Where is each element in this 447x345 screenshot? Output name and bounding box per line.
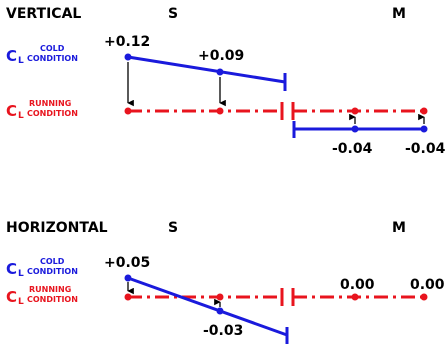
vertical-m-cold-value-2: -0.04 (405, 141, 446, 157)
vertical-running-point (216, 107, 224, 115)
horizontal-running-point (124, 293, 132, 301)
vertical-s-cold-value-2: +0.09 (198, 48, 244, 64)
running-text-2: CONDITION (27, 109, 78, 118)
cold-text-2: CONDITION (27, 267, 78, 276)
vertical-cold-point (420, 125, 428, 133)
horizontal-m-cold-value-1: 0.00 (340, 277, 375, 293)
vertical-running-point (124, 107, 132, 115)
vertical-cold-point (124, 53, 132, 61)
vertical-running-point (351, 107, 359, 115)
horizontal-cl-running-label: C L RUNNING CONDITION (6, 285, 78, 307)
vertical-s-cold-value-1: +0.12 (104, 34, 150, 50)
horizontal-cold-line-s (127, 276, 288, 337)
vertical-title: VERTICAL (6, 6, 81, 22)
cl-subscript: L (18, 111, 24, 121)
cold-text-1: COLD (40, 44, 65, 53)
horizontal-cold-point (124, 274, 132, 282)
running-text-1: RUNNING (29, 99, 71, 108)
horizontal-m-cold-value-2: 0.00 (410, 277, 445, 293)
vertical-running-point (420, 107, 428, 115)
cl-symbol: C (6, 102, 17, 120)
vertical-cl-running-label: C L RUNNING CONDITION (6, 99, 78, 121)
horizontal-s-cold-value-2: -0.03 (203, 323, 243, 339)
horizontal-section: HORIZONTAL S M C L COLD CONDITION C L RU… (6, 220, 445, 344)
horizontal-running-point (351, 293, 359, 301)
cold-text-2: CONDITION (27, 54, 78, 63)
vertical-label-m: M (392, 6, 406, 22)
horizontal-s-cold-value-1: +0.05 (104, 255, 150, 271)
horizontal-cl-cold-label: C L COLD CONDITION (6, 257, 78, 279)
vertical-section: VERTICAL S M C L COLD CONDITION C L RUNN… (6, 6, 446, 157)
horizontal-cold-point (216, 307, 224, 315)
horizontal-running-point (420, 293, 428, 301)
vertical-cold-point (351, 125, 359, 133)
cl-symbol: C (6, 288, 17, 306)
horizontal-label-m: M (392, 220, 406, 236)
cold-text-1: COLD (40, 257, 65, 266)
vertical-cold-line-s (127, 55, 286, 84)
cl-subscript: L (18, 297, 24, 307)
cl-subscript: L (18, 269, 24, 279)
horizontal-title: HORIZONTAL (6, 220, 108, 236)
vertical-m-cold-value-1: -0.04 (332, 141, 373, 157)
vertical-cold-point (216, 68, 224, 76)
vertical-label-s: S (168, 6, 178, 22)
cl-symbol: C (6, 47, 17, 65)
cl-subscript: L (18, 56, 24, 66)
vertical-cl-cold-label: C L COLD CONDITION (6, 44, 78, 66)
horizontal-label-s: S (168, 220, 178, 236)
running-text-2: CONDITION (27, 295, 78, 304)
running-text-1: RUNNING (29, 285, 71, 294)
cl-symbol: C (6, 260, 17, 278)
horizontal-running-point (216, 293, 224, 301)
